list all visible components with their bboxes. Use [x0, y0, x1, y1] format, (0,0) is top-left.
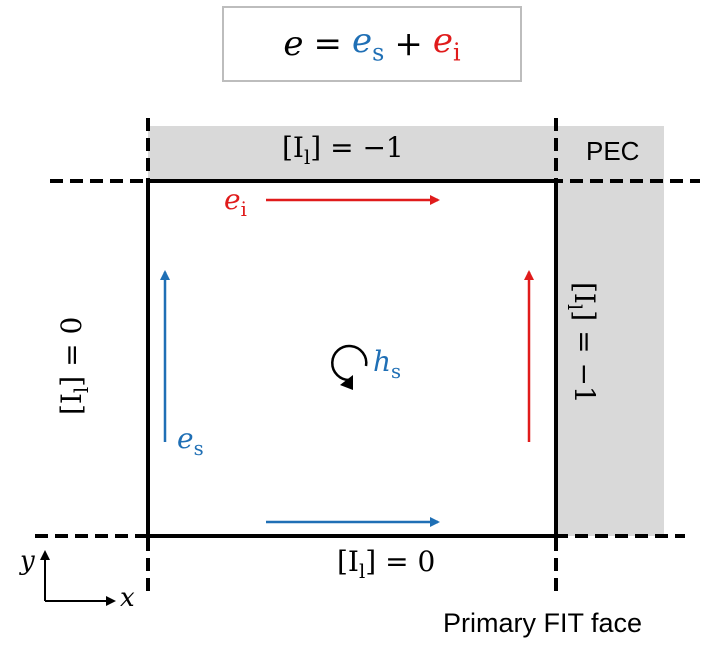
formula-lhs: e: [283, 24, 304, 64]
formula-plus: +: [394, 24, 423, 64]
pec-region-right: [556, 126, 664, 536]
right-bc-label: [Il] = −1: [563, 282, 601, 404]
top-bc-label: [Il] = −1: [282, 131, 404, 169]
formula-equals: =: [313, 24, 343, 64]
formula-term-es: es: [352, 21, 385, 67]
formula-box: e = es + ei: [222, 6, 522, 82]
h-s-label: hs: [373, 345, 402, 383]
circulation-arrow-icon: [331, 344, 368, 382]
pec-label: PEC: [586, 136, 640, 166]
e-s-label: es: [177, 422, 204, 460]
formula-term-ei: ei: [432, 21, 461, 67]
bottom-bc-label: [Il] = 0: [337, 545, 436, 583]
axis-x-label: x: [120, 583, 135, 613]
circulation-arrowhead: [340, 375, 353, 390]
primary-fit-face-caption: Primary FIT face: [443, 608, 643, 638]
left-bc-label: [Il] = 0: [55, 316, 93, 415]
pec-region-top: [148, 126, 556, 181]
e-i-label: ei: [224, 183, 247, 221]
axis-y-label: y: [20, 546, 35, 576]
primary-face-border: [146, 179, 558, 538]
